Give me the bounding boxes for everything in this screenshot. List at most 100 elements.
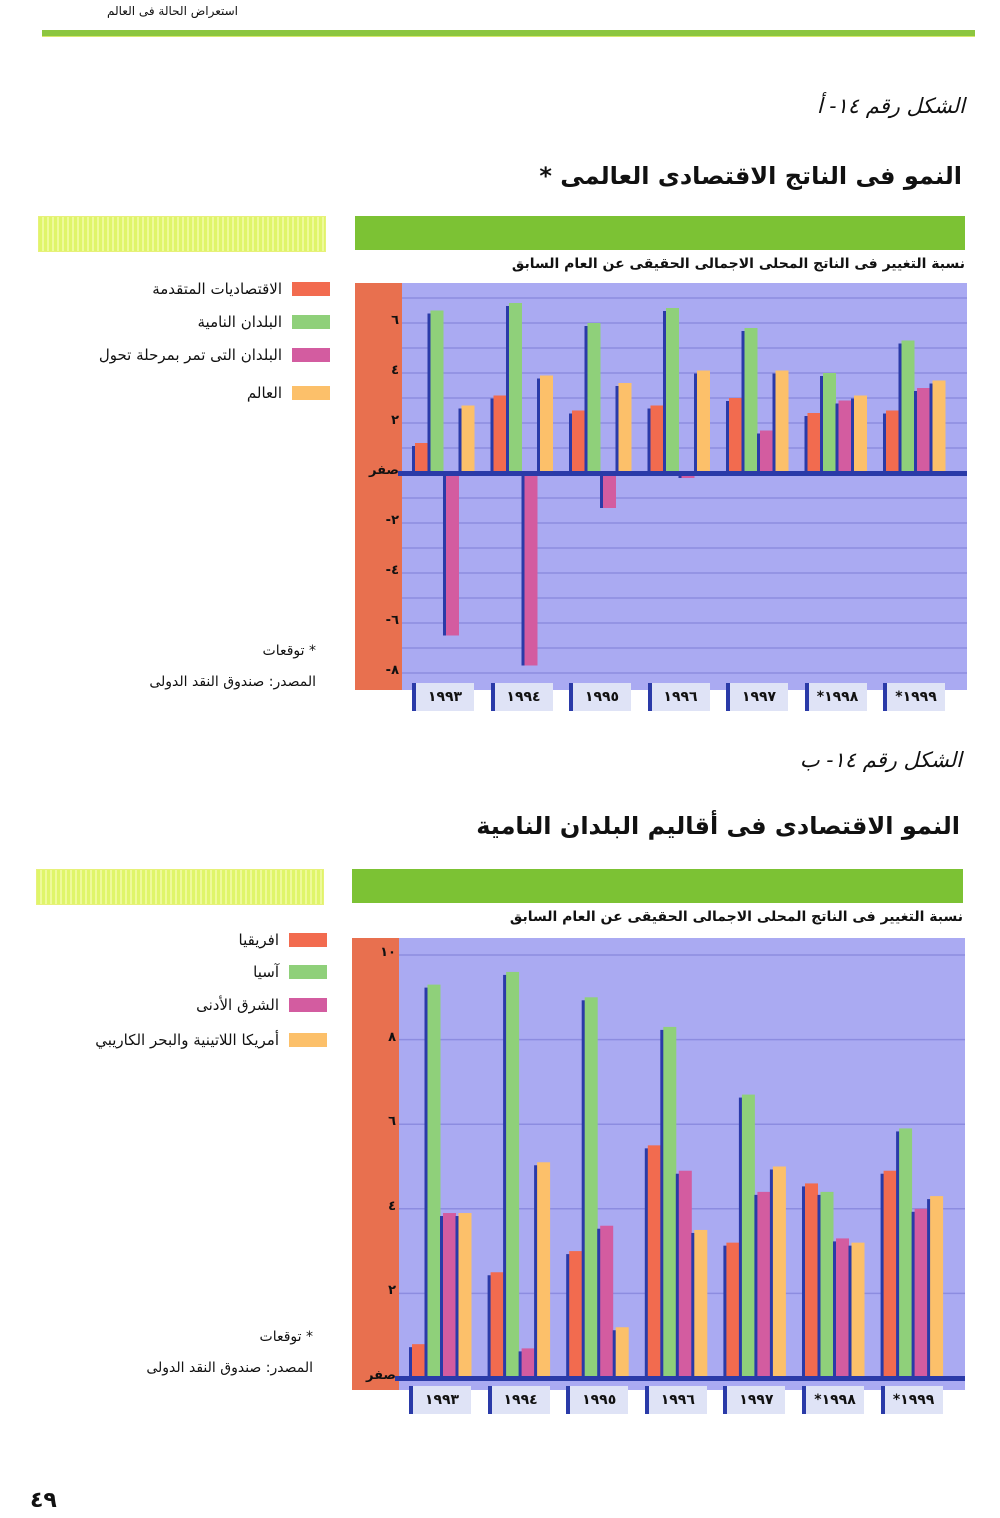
- bar: [772, 1166, 786, 1378]
- x-tick-label: ١٩٩٧: [726, 683, 788, 711]
- bar: [663, 1026, 677, 1378]
- bar-shadow: [612, 1330, 617, 1381]
- x-tick-label: ١٩٩٤: [490, 683, 553, 711]
- y-tick-label: صفر: [368, 463, 399, 478]
- y-axis-label: نسبة التغيير فى الناتج المحلى الاجمالى ا…: [511, 256, 965, 272]
- legend-label: أمريكا اللاتينية والبحر الكاريبي: [95, 1031, 279, 1049]
- x-tick-label: ١٩٩٤: [487, 1386, 550, 1414]
- y-tick-label: ٤: [388, 1198, 396, 1214]
- bar: [854, 395, 867, 473]
- bar: [820, 1191, 834, 1378]
- bar-shadow: [914, 391, 918, 476]
- bar: [823, 373, 836, 473]
- bar-shadow: [597, 1228, 602, 1381]
- bar-shadow: [911, 1211, 916, 1381]
- legend-label: آسيا: [253, 963, 279, 981]
- bar: [521, 1348, 535, 1378]
- bar: [726, 1242, 740, 1378]
- bar: [524, 473, 538, 666]
- x-tick-label: ١٩٩٩*: [880, 1386, 943, 1414]
- bar: [461, 405, 475, 473]
- bar: [647, 1145, 661, 1378]
- y-tick-label: ٢: [391, 413, 399, 428]
- bar-shadow: [802, 1186, 806, 1381]
- bar-shadow: [534, 1165, 539, 1381]
- legend-item: آسيا: [27, 963, 327, 981]
- bar-shadow: [723, 1245, 728, 1381]
- bar: [741, 1094, 755, 1378]
- bar: [650, 405, 664, 473]
- bar-shadow: [506, 306, 510, 476]
- y-tick-label: ٦-: [385, 613, 399, 628]
- bar: [775, 370, 789, 473]
- bar-shadow: [691, 1232, 696, 1381]
- bar-shadow: [835, 403, 840, 476]
- bar-shadow: [929, 383, 934, 476]
- bar: [836, 1238, 849, 1378]
- bar-shadow: [458, 408, 463, 476]
- bar: [412, 1344, 425, 1378]
- legend-label: البلدان النامية: [197, 313, 283, 331]
- bar: [493, 395, 507, 473]
- bar-shadow: [694, 373, 698, 476]
- bar: [697, 370, 710, 473]
- bar: [760, 430, 773, 473]
- bar-shadow: [898, 343, 903, 476]
- bar-shadow: [833, 1241, 837, 1381]
- bar: [569, 1251, 583, 1378]
- legend-item: الشرق الأدنى: [27, 996, 327, 1014]
- bar: [603, 473, 616, 508]
- bar-shadow: [757, 433, 761, 476]
- zero-axis-line: [395, 1376, 965, 1381]
- bar-shadow: [521, 473, 526, 666]
- bar-shadow: [927, 1199, 932, 1381]
- bar: [509, 303, 522, 473]
- bar-shadow: [817, 1194, 822, 1381]
- legend-swatch: [292, 386, 330, 400]
- legend-swatch: [289, 998, 327, 1012]
- bar: [587, 323, 601, 473]
- bar: [851, 1242, 865, 1378]
- bar-shadow: [644, 1148, 649, 1381]
- y-axis-label: نسبة التغيير فى الناتج المحلى الاجمالى ا…: [509, 909, 963, 925]
- forecast-note: * توقعات: [259, 1329, 313, 1345]
- y-tick-label: ٦: [388, 1114, 396, 1130]
- y-tick-label: صفر: [365, 1368, 396, 1383]
- bar-shadow: [675, 1173, 680, 1381]
- bar: [615, 1327, 629, 1378]
- bar-shadow: [584, 326, 589, 476]
- x-tick-label: ١٩٩٨*: [804, 683, 867, 711]
- x-tick-label: ١٩٩٦: [644, 1386, 707, 1414]
- bar-shadow: [424, 987, 429, 1381]
- legend-swatch: [292, 315, 330, 329]
- bar-shadow: [455, 1216, 460, 1381]
- bar: [930, 1196, 944, 1378]
- bar: [901, 340, 915, 473]
- bar-shadow: [647, 408, 652, 476]
- plot-area: [402, 283, 967, 690]
- bar: [618, 383, 632, 473]
- forecast-note: * توقعات: [262, 643, 316, 659]
- y-tick-label: ٨: [388, 1029, 396, 1045]
- bar-shadow: [820, 376, 824, 476]
- bar-shadow: [896, 1131, 901, 1381]
- bar: [807, 413, 821, 473]
- bar-shadow: [566, 1254, 571, 1381]
- chart-header-band: [352, 869, 963, 903]
- legend-label: الاقتصاديات المتقدمة: [152, 280, 282, 298]
- x-tick-label: ١٩٩٩*: [883, 683, 945, 711]
- bar-shadow: [851, 398, 855, 476]
- bar-shadow: [880, 1173, 885, 1381]
- bar-shadow: [769, 1169, 774, 1381]
- y-tick-label: ٨-: [385, 663, 399, 678]
- bar-shadow: [738, 1097, 743, 1381]
- y-tick-label: ٤: [391, 363, 399, 378]
- bar-shadow: [804, 416, 809, 476]
- bar: [427, 984, 441, 1378]
- bar-shadow: [569, 413, 573, 476]
- x-tick-label: ١٩٩٣: [409, 1386, 471, 1414]
- bar: [572, 410, 585, 473]
- source-note: المصدر: صندوق النقد الدولى: [149, 674, 316, 690]
